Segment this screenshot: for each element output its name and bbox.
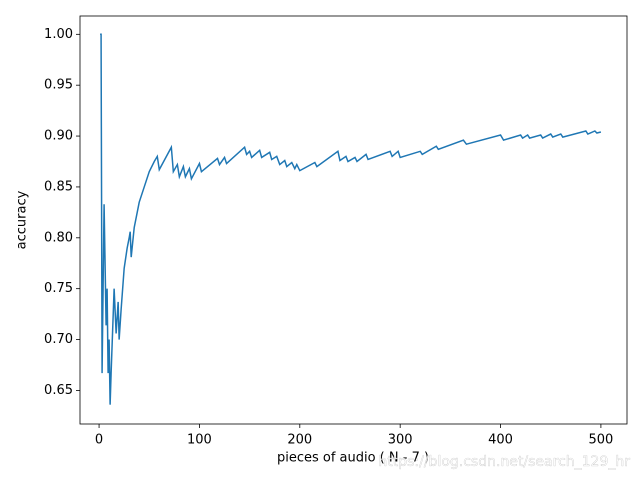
watermark: https://blog.csdn.net/search_129_hr	[378, 454, 630, 470]
plot-frame	[79, 15, 628, 425]
y-tick-label: 0.70	[44, 332, 73, 347]
y-tick-label: 0.95	[44, 78, 73, 93]
x-tick-label: 0	[95, 433, 103, 448]
y-tick-label: 0.90	[44, 129, 73, 144]
y-tick-label: 0.75	[44, 281, 73, 296]
y-tick-label: 1.00	[44, 27, 73, 42]
y-axis-label: accuracy	[15, 190, 30, 249]
x-tick-label: 400	[488, 433, 513, 448]
y-tick-label: 0.80	[44, 230, 73, 245]
x-tick-label: 100	[187, 433, 212, 448]
x-axis-label: pieces of audio ( N - 7 )	[277, 451, 429, 466]
y-tick-label: 0.85	[44, 179, 73, 194]
x-tick-label: 200	[287, 433, 312, 448]
x-tick-label: 300	[388, 433, 413, 448]
x-tick-label: 500	[588, 433, 613, 448]
y-tick-label: 0.65	[44, 383, 73, 398]
data-line	[100, 33, 602, 405]
